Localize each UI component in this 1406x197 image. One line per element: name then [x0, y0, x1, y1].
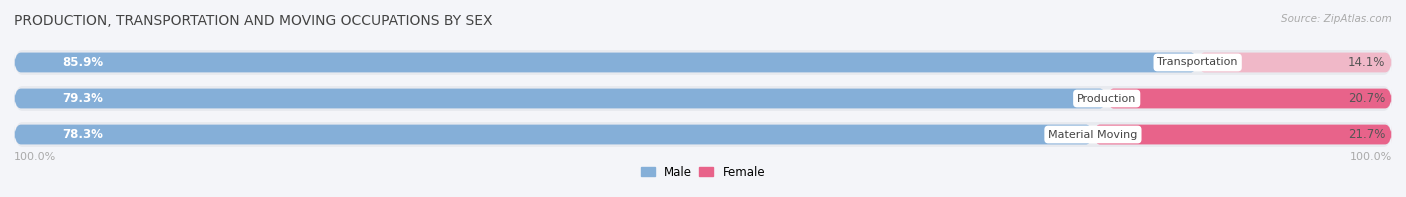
Text: 79.3%: 79.3% [62, 92, 103, 105]
Text: 21.7%: 21.7% [1348, 128, 1385, 141]
Text: 78.3%: 78.3% [62, 128, 103, 141]
FancyBboxPatch shape [1107, 89, 1392, 108]
Text: 100.0%: 100.0% [1350, 152, 1392, 162]
Text: PRODUCTION, TRANSPORTATION AND MOVING OCCUPATIONS BY SEX: PRODUCTION, TRANSPORTATION AND MOVING OC… [14, 14, 492, 28]
FancyBboxPatch shape [14, 50, 1392, 75]
Text: 100.0%: 100.0% [14, 152, 56, 162]
Text: Source: ZipAtlas.com: Source: ZipAtlas.com [1281, 14, 1392, 24]
Text: 14.1%: 14.1% [1348, 56, 1385, 69]
FancyBboxPatch shape [14, 122, 1392, 147]
Text: 85.9%: 85.9% [62, 56, 104, 69]
Text: Transportation: Transportation [1157, 58, 1237, 68]
FancyBboxPatch shape [14, 86, 1392, 111]
Text: 20.7%: 20.7% [1348, 92, 1385, 105]
FancyBboxPatch shape [1092, 125, 1392, 144]
Text: Production: Production [1077, 94, 1136, 103]
Legend: Male, Female: Male, Female [636, 161, 770, 183]
FancyBboxPatch shape [14, 125, 1092, 144]
FancyBboxPatch shape [1198, 53, 1392, 72]
FancyBboxPatch shape [14, 89, 1107, 108]
FancyBboxPatch shape [14, 53, 1198, 72]
Text: Material Moving: Material Moving [1049, 129, 1137, 139]
